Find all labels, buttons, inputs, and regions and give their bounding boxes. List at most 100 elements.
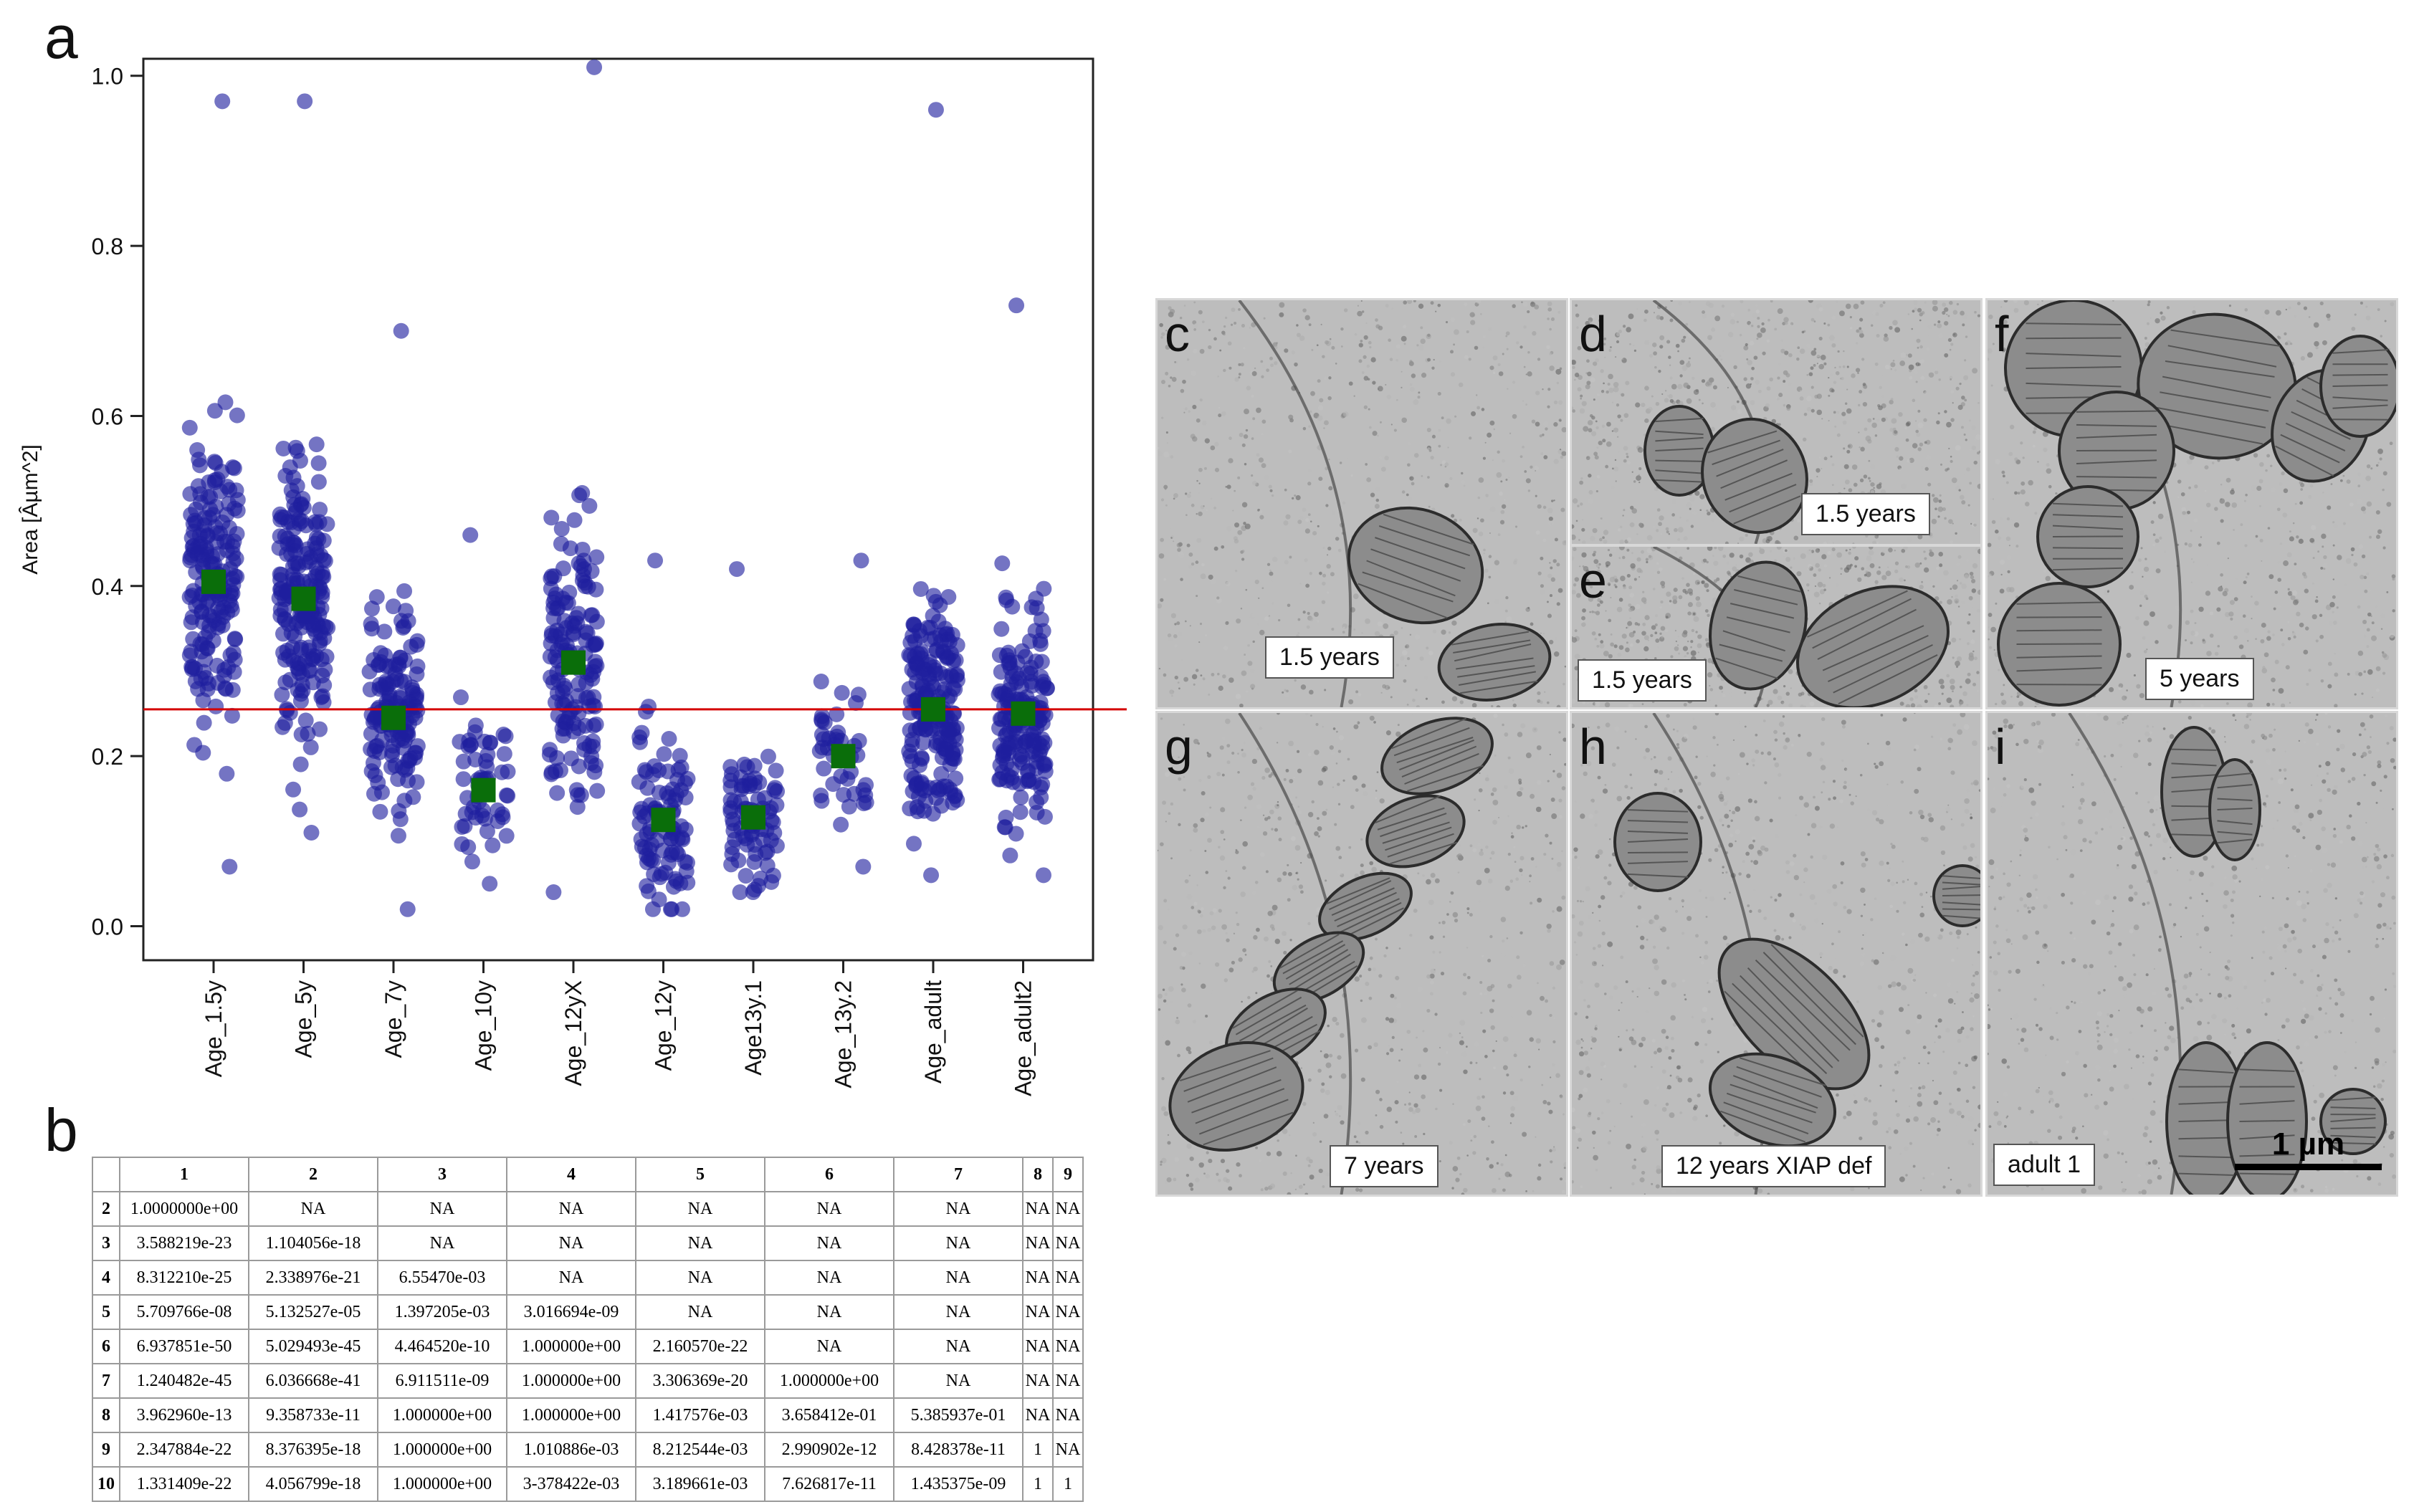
- data-point: [573, 787, 589, 803]
- pvalue-table-cell: 1.000000e+00: [506, 1363, 636, 1399]
- pvalue-table-cell: NA: [1022, 1397, 1054, 1433]
- x-tick-label: Age_adult: [920, 980, 946, 1083]
- mean-marker: [291, 586, 316, 611]
- data-point: [1008, 297, 1025, 314]
- data-point: [935, 778, 952, 795]
- data-point: [739, 759, 755, 775]
- panel-letter-b: b: [44, 1096, 78, 1164]
- data-point: [656, 746, 672, 762]
- data-point: [586, 659, 603, 675]
- pvalue-table-row-label: 10: [92, 1466, 120, 1502]
- data-point: [1024, 743, 1041, 760]
- pvalue-table-cell: 1.000000e+00: [506, 1329, 636, 1364]
- mean-marker: [381, 705, 406, 730]
- data-point: [494, 764, 510, 780]
- data-point: [293, 726, 310, 742]
- pvalue-table-row: 7 1.240482e-45 6.036668e-41 6.911511e-09 1.0…: [92, 1363, 1084, 1399]
- data-point: [1032, 694, 1049, 711]
- data-point: [588, 716, 604, 732]
- data-point: [1012, 804, 1029, 820]
- pvalue-table-cell: NA: [1052, 1363, 1084, 1399]
- data-point: [272, 566, 288, 583]
- data-point: [1013, 789, 1029, 805]
- data-point: [467, 751, 484, 767]
- panel-letter-a: a: [44, 4, 78, 71]
- pvalue-table-cell: 1.104056e-18: [248, 1225, 378, 1261]
- data-point: [549, 664, 566, 681]
- data-point: [194, 643, 210, 660]
- micrograph-g: g 7 years: [1155, 711, 1568, 1197]
- data-point: [196, 714, 212, 731]
- data-point: [224, 707, 240, 724]
- mean-marker: [921, 697, 945, 722]
- pvalue-table-cell: NA: [1052, 1397, 1084, 1433]
- pvalue-table-cell: 9.358733e-11: [248, 1397, 378, 1433]
- data-point: [571, 487, 588, 504]
- data-point: [766, 782, 783, 798]
- pvalue-table-cell: NA: [1052, 1260, 1084, 1296]
- data-point: [227, 631, 244, 648]
- pvalue-table-cell: NA: [635, 1294, 765, 1330]
- data-point: [1036, 808, 1053, 825]
- mean-marker: [201, 569, 226, 594]
- data-point: [198, 670, 214, 686]
- data-point: [455, 771, 472, 788]
- micrograph-h-label: 12 years XIAP def: [1661, 1145, 1886, 1187]
- pvalue-table-row-label: 9: [92, 1432, 120, 1468]
- data-point: [673, 759, 690, 775]
- pvalue-table-row-label: 2: [92, 1191, 120, 1227]
- data-point: [460, 839, 477, 856]
- pvalue-table-column-header: 8: [1022, 1157, 1054, 1192]
- pvalue-table-cell: 3-378422e-03: [506, 1466, 636, 1502]
- pvalue-table-cell: 8.428378e-11: [893, 1432, 1024, 1468]
- data-point: [855, 858, 872, 875]
- pvalue-table-cell: 3.588219e-23: [119, 1225, 249, 1261]
- x-tick-label: Age_10y: [471, 980, 497, 1071]
- pvalue-table-row: 5 5.709766e-08 5.132527e-05 1.397205e-03 3.0…: [92, 1294, 1084, 1330]
- data-point: [816, 760, 832, 777]
- data-point: [406, 697, 422, 714]
- data-point: [1008, 826, 1024, 842]
- pvalue-table-cell: 3.658412e-01: [764, 1397, 894, 1433]
- data-point: [315, 688, 331, 704]
- data-point: [1001, 655, 1017, 671]
- data-point: [1035, 867, 1051, 884]
- pvalue-table-cell: NA: [764, 1191, 894, 1227]
- data-point: [277, 651, 293, 668]
- pvalue-table-cell: NA: [764, 1294, 894, 1330]
- data-point: [390, 771, 406, 788]
- data-point: [653, 866, 669, 882]
- data-point: [904, 661, 920, 678]
- pvalue-table-cell: 5.709766e-08: [119, 1294, 249, 1330]
- data-point: [940, 589, 957, 606]
- data-point: [293, 496, 310, 512]
- data-point: [482, 876, 498, 892]
- data-point: [368, 738, 384, 755]
- data-point: [372, 803, 388, 820]
- data-point: [641, 850, 657, 866]
- micrograph-e: e 1.5 years: [1570, 545, 1983, 709]
- data-point: [310, 474, 327, 490]
- data-point: [724, 839, 740, 856]
- data-point: [668, 873, 684, 889]
- data-point: [760, 748, 776, 765]
- pvalue-table-column-header: 5: [635, 1157, 765, 1192]
- micrograph-h: h 12 years XIAP def: [1570, 711, 1983, 1197]
- pvalue-table-cell: NA: [764, 1225, 894, 1261]
- pvalue-table-cell: 3.962960e-13: [119, 1397, 249, 1433]
- data-point: [208, 498, 224, 515]
- y-tick-label: 0.4: [92, 574, 123, 600]
- data-point: [219, 534, 236, 550]
- pvalue-table-cell: NA: [635, 1191, 765, 1227]
- panel-letter-e: e: [1579, 552, 1607, 608]
- mean-marker: [561, 650, 586, 675]
- data-point: [1031, 712, 1048, 729]
- pvalue-table-cell: 2.338976e-21: [248, 1260, 378, 1296]
- data-point: [183, 659, 200, 675]
- pvalue-table-cell: 6.036668e-41: [248, 1363, 378, 1399]
- data-point: [302, 739, 319, 755]
- pvalue-table-cell: 1: [1052, 1466, 1084, 1502]
- data-point: [220, 659, 237, 676]
- data-point: [393, 688, 409, 704]
- pvalue-table-cell: NA: [506, 1191, 636, 1227]
